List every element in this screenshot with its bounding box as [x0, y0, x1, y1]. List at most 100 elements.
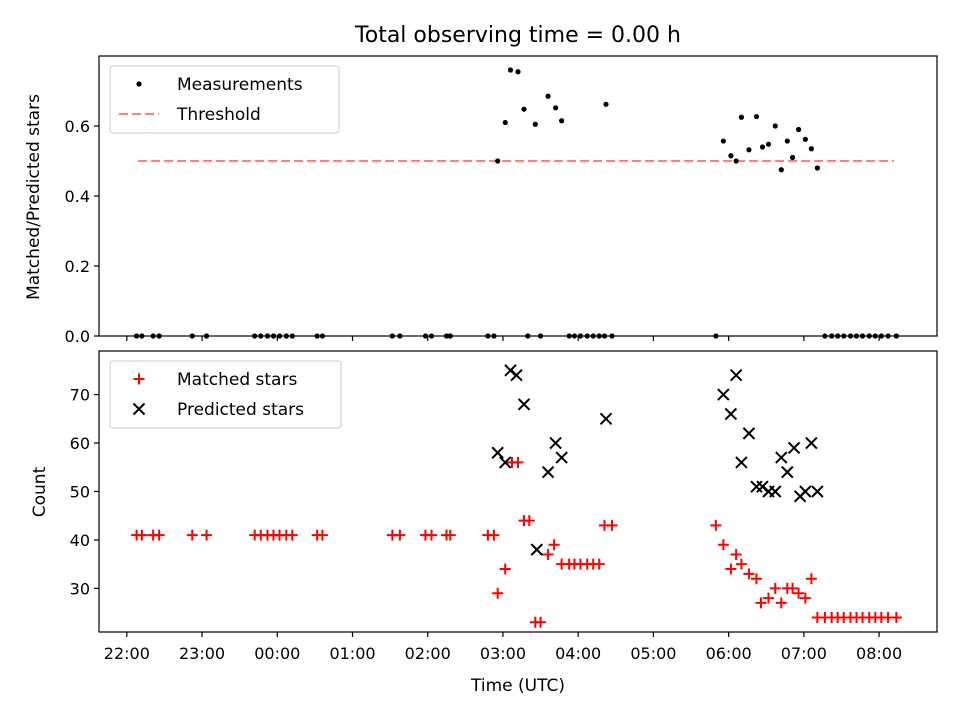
matched-star-point — [136, 529, 148, 541]
predicted-star-point — [811, 485, 824, 498]
bottom-y-tick-label: 40 — [70, 531, 90, 550]
matched-star-point — [542, 548, 554, 560]
matched-star-point — [316, 529, 328, 541]
series-predicted-stars — [491, 364, 824, 556]
legend-label: Measurements — [177, 75, 303, 95]
legend-label: Predicted stars — [177, 400, 304, 420]
matched-star-point — [799, 592, 811, 604]
matched-star-point — [755, 597, 767, 609]
predicted-star-point — [491, 446, 504, 459]
top-y-axis-label: Matched/Predicted stars — [24, 94, 44, 300]
bottom-legend: Matched stars Predicted stars — [109, 360, 342, 429]
x-axis-label: Time (UTC) — [470, 676, 565, 696]
predicted-star-point — [775, 451, 788, 464]
x-tick-label: 02:00 — [405, 644, 451, 663]
bottom-panel: 22:00 23:00 00:00 01:00 02:00 03:00 04:00 05:00… — [70, 350, 938, 663]
matched-star-point — [488, 529, 500, 541]
matched-star-point — [730, 548, 742, 560]
predicted-star-point — [530, 543, 544, 556]
legend-predicted-marker — [132, 402, 146, 416]
top-axes-frame — [98, 55, 938, 337]
matched-star-point — [548, 539, 560, 551]
matched-star-point — [444, 529, 456, 541]
measurement-point — [495, 158, 501, 164]
predicted-star-point — [729, 369, 743, 382]
bottom-y-tick-label: 30 — [70, 579, 90, 598]
measurement-point — [772, 123, 778, 129]
measurement-point — [532, 121, 538, 127]
bottom-axes-frame — [98, 350, 938, 633]
series-matched-stars — [131, 456, 902, 628]
legend-label: Threshold — [176, 105, 261, 125]
measurement-point — [603, 101, 609, 107]
predicted-star-point — [735, 456, 748, 469]
predicted-star-point — [724, 407, 738, 421]
bottom-y-tick-label: 70 — [70, 386, 90, 405]
measurement-point — [545, 93, 551, 99]
matched-star-point — [512, 456, 524, 468]
predicted-star-point — [781, 465, 794, 479]
predicted-star-point — [541, 465, 555, 479]
matched-star-point — [890, 611, 902, 623]
matched-star-point — [593, 558, 605, 570]
matched-star-point — [793, 587, 805, 599]
predicted-star-point — [769, 485, 782, 498]
bottom-y-axis-label: Count — [30, 466, 50, 517]
predicted-star-point — [549, 436, 562, 450]
legend-matched-marker — [133, 373, 145, 385]
measurement-point — [521, 106, 527, 112]
matched-star-point — [750, 573, 762, 585]
measurement-point — [789, 154, 796, 161]
predicted-star-point — [717, 388, 730, 401]
matched-star-point — [186, 529, 198, 541]
measurement-point — [720, 138, 726, 144]
top-y-tick-label: 0.0 — [65, 327, 90, 346]
measurement-point — [765, 141, 772, 147]
matched-star-point — [606, 519, 618, 531]
matched-star-point — [153, 529, 165, 541]
predicted-star-point — [787, 441, 801, 455]
measurement-point — [553, 105, 559, 111]
matched-star-point — [743, 568, 755, 580]
predicted-star-point — [742, 427, 756, 440]
matched-star-point — [499, 563, 511, 575]
predicted-star-point — [555, 451, 568, 464]
predicted-star-point — [599, 412, 613, 426]
legend-box — [109, 360, 342, 429]
matched-star-point — [735, 558, 747, 570]
matched-star-point — [805, 573, 817, 585]
bottom-y-tick-label: 50 — [70, 483, 90, 502]
matched-star-point — [425, 529, 437, 541]
x-tick-label: 05:00 — [630, 644, 676, 663]
x-tick-label: 00:00 — [254, 644, 300, 663]
x-tick-label: 01:00 — [329, 644, 375, 663]
measurement-point — [746, 147, 752, 153]
top-y-tick-label: 0.6 — [65, 117, 90, 136]
x-tick-label: 03:00 — [480, 644, 526, 663]
measurement-point — [559, 118, 565, 124]
top-y-tick-label: 0.4 — [65, 187, 90, 206]
measurement-point — [759, 144, 766, 150]
matched-star-point — [394, 529, 406, 541]
measurement-point — [507, 67, 514, 73]
legend-measurements-marker — [136, 81, 142, 87]
top-panel: 0.0 0.2 0.4 0.6 Measurements Threshold — [65, 55, 938, 346]
matched-star-point — [492, 587, 504, 599]
x-tick-label: 22:00 — [104, 644, 150, 663]
x-tick-label: 08:00 — [856, 644, 902, 663]
measurement-point — [515, 69, 521, 75]
predicted-star-point — [499, 456, 512, 469]
matched-star-point — [717, 539, 729, 551]
matched-star-point — [769, 582, 781, 594]
measurement-point — [733, 158, 739, 164]
measurement-point — [795, 126, 802, 133]
x-tick-label: 06:00 — [706, 644, 752, 663]
predicted-star-point — [510, 369, 523, 382]
x-tick-label: 04:00 — [555, 644, 601, 663]
measurement-point — [784, 138, 790, 144]
measurement-point — [738, 114, 745, 120]
measurement-point — [808, 146, 814, 152]
matched-star-point — [725, 563, 737, 575]
